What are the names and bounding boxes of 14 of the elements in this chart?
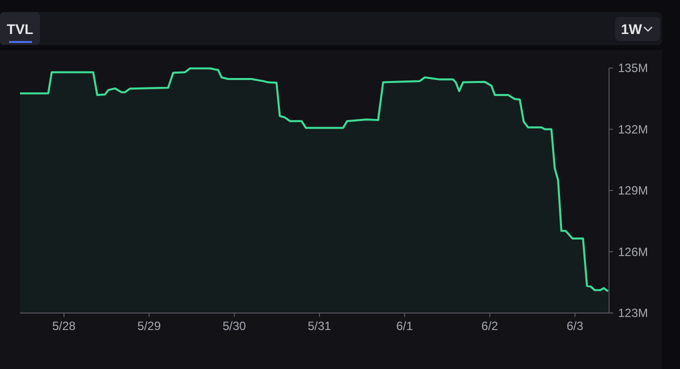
x-tick-label: 5/31 <box>308 319 332 333</box>
x-tick-label: 5/28 <box>52 319 76 333</box>
x-tick-label: 6/1 <box>396 319 414 333</box>
x-tick-label: 5/30 <box>222 319 246 333</box>
x-tick-label: 6/2 <box>481 319 498 333</box>
y-tick-label: 129M <box>618 184 648 198</box>
x-tick-label: 5/29 <box>137 319 162 333</box>
chart-title: TVL <box>6 21 34 37</box>
text: 1W <box>621 21 643 37</box>
y-tick-label: 132M <box>618 122 648 136</box>
x-tick-label: 6/3 <box>566 319 584 333</box>
y-tick-label: 123M <box>618 306 648 320</box>
y-tick-label: 135M <box>618 61 648 75</box>
y-tick-label: 126M <box>618 244 648 259</box>
